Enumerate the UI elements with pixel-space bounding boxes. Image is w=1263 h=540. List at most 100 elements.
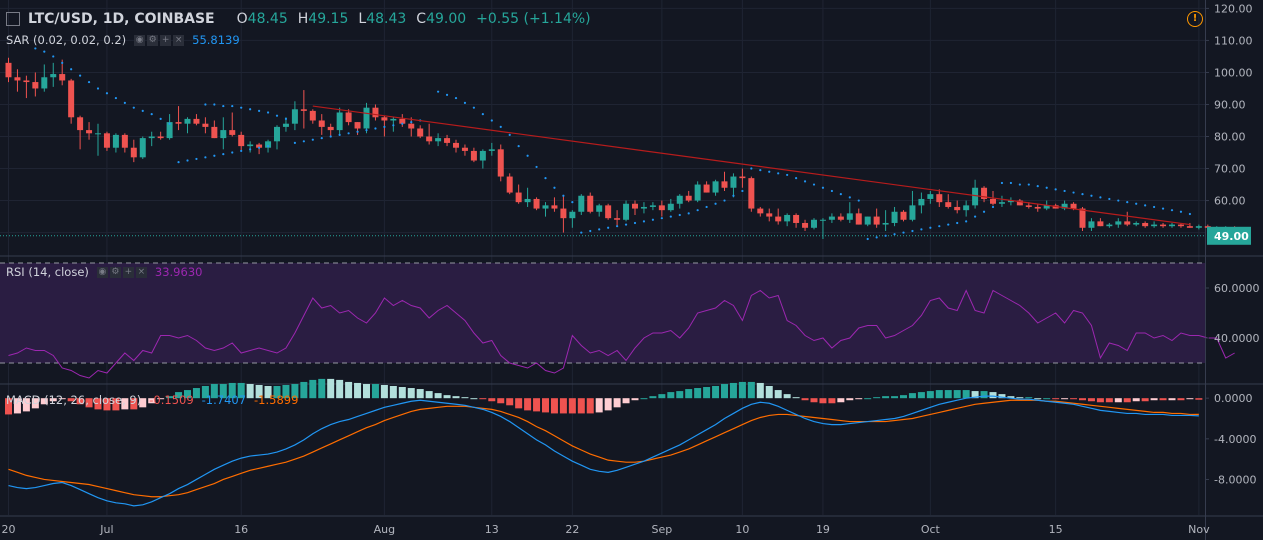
macd-histogram-bar	[685, 389, 693, 399]
candle-body	[515, 192, 522, 203]
sar-legend[interactable]: SAR (0.02, 0.02, 0.2) ◉ ⚙ + × 55.8139	[6, 33, 240, 47]
sar-dot	[714, 202, 717, 205]
candle-body	[417, 128, 424, 137]
candle-body	[184, 118, 191, 124]
eye-icon[interactable]: ◉	[96, 266, 108, 278]
macd-histogram-bar	[962, 390, 970, 399]
candle-body	[506, 176, 513, 193]
sar-dot	[1081, 193, 1084, 196]
settings-icon[interactable]: ⚙	[109, 266, 121, 278]
sar-dot	[266, 145, 270, 148]
candle-body	[291, 109, 298, 124]
sar-dot	[1063, 189, 1066, 193]
symbol-header: LTC/USD, 1D, COINBASE O 48.45 H 49.15 L 48.…	[6, 11, 601, 27]
macd-histogram-bar	[765, 386, 773, 399]
sar-dot	[642, 220, 646, 223]
macd-histogram-bar	[139, 398, 147, 408]
sar-dot	[696, 209, 699, 212]
candle-body	[211, 126, 218, 139]
sar-dot	[240, 106, 243, 109]
plus-icon[interactable]: +	[122, 266, 134, 278]
candle-body	[739, 176, 746, 179]
candle-body	[1070, 203, 1077, 209]
sar-dot	[893, 233, 896, 236]
macd-histogram-bar	[792, 397, 800, 399]
candle-body	[336, 112, 343, 131]
macd-histogram-bar	[479, 398, 487, 400]
sar-dot	[1072, 191, 1075, 194]
candle-body	[345, 112, 352, 123]
macd-histogram-bar	[1096, 398, 1104, 403]
sar-dot	[786, 173, 789, 177]
macd-histogram-bar	[953, 390, 961, 399]
macd-histogram-bar	[461, 397, 469, 399]
sar-dot	[437, 90, 440, 93]
candle-body	[560, 208, 567, 219]
macd-histogram-bar	[515, 398, 523, 409]
candle-body	[524, 198, 531, 203]
plus-icon[interactable]: +	[160, 34, 172, 46]
candle-body	[363, 107, 370, 129]
macd-line	[8, 395, 1199, 507]
candle-body	[936, 194, 943, 203]
sar-dot	[302, 140, 305, 143]
candle-body	[703, 184, 710, 193]
sar-dot	[490, 119, 493, 122]
close-icon[interactable]: ×	[173, 34, 185, 46]
sar-dot	[383, 125, 386, 128]
candle-body	[470, 150, 477, 161]
macd-legend[interactable]: MACD (12, 26, close, 9) -0.1509 -1.7407 …	[6, 393, 298, 407]
macd-histogram-bar	[31, 398, 39, 409]
candle-body	[784, 214, 791, 222]
close-icon[interactable]: ×	[135, 266, 147, 278]
macd-histogram-bar	[192, 388, 200, 399]
sar-dot	[947, 223, 950, 226]
macd-histogram-bar	[121, 398, 129, 410]
sar-dot	[186, 159, 189, 162]
sar-value: 55.8139	[192, 33, 240, 47]
candle-body	[444, 138, 451, 143]
candle-body	[846, 213, 853, 220]
candle-body	[318, 120, 325, 127]
rsi-axis-label: 40.0000	[1214, 332, 1260, 345]
candle-body	[381, 117, 388, 121]
sar-dot	[177, 161, 180, 164]
sar-dot	[445, 93, 449, 96]
sar-dot	[1135, 202, 1138, 205]
macd-histogram-bar	[559, 398, 567, 414]
rsi-band	[0, 263, 1205, 363]
macd-histogram-bar	[1168, 398, 1176, 401]
sar-dot	[141, 109, 144, 112]
candle-body	[41, 77, 48, 89]
candle-body	[1160, 224, 1167, 227]
sar-label: SAR (0.02, 0.02, 0.2)	[6, 33, 127, 47]
rsi-legend[interactable]: RSI (14, close) ◉ ⚙ + × 33.9630	[6, 265, 202, 279]
settings-icon[interactable]: ⚙	[147, 34, 159, 46]
sar-dot	[544, 177, 547, 180]
candle-body	[998, 202, 1005, 204]
sar-dot	[123, 101, 126, 104]
sar-dot	[508, 133, 511, 137]
macd-histogram-bar	[148, 398, 156, 404]
macd-histogram-bar	[774, 390, 782, 399]
rsi-label: RSI (14, close)	[6, 265, 89, 279]
sar-dot	[1153, 205, 1156, 209]
candle-body	[274, 126, 280, 142]
menu-icon[interactable]	[6, 12, 20, 26]
macd-histogram-bar	[926, 391, 934, 399]
sar-dot	[1188, 212, 1191, 216]
macd-histogram-bar	[756, 382, 764, 399]
macd-histogram-bar	[407, 388, 415, 399]
candle-body	[1195, 226, 1202, 228]
candle-body	[972, 187, 979, 206]
eye-icon[interactable]: ◉	[134, 34, 146, 46]
warning-icon[interactable]: !	[1187, 11, 1203, 27]
sar-dot	[347, 132, 350, 135]
candle-body	[649, 205, 656, 207]
macd-histogram-bar	[568, 398, 576, 414]
candle-body	[220, 130, 227, 139]
sar-dot	[61, 61, 64, 64]
symbol-label[interactable]: LTC/USD, 1D, COINBASE	[28, 11, 215, 27]
sar-dot	[204, 156, 207, 159]
